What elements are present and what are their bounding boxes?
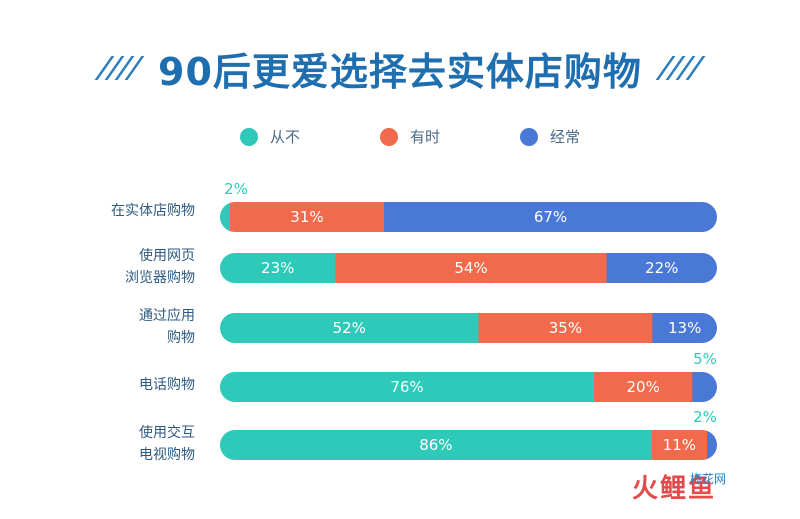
legend-dot-never-icon <box>240 127 258 146</box>
bar-row-0 <box>220 202 717 232</box>
category-label-phone: 电话购物 <box>60 374 195 396</box>
data-label: 5% <box>693 350 717 368</box>
category-label-app: 通过应用 购物 <box>60 305 195 349</box>
category-label-web: 使用网页 浏览器购物 <box>60 245 195 289</box>
legend-label-never: 从不 <box>270 128 301 146</box>
bar-segment <box>229 202 385 232</box>
data-label: 54% <box>454 259 487 277</box>
bar-row-1 <box>220 253 717 283</box>
category-label-store: 在实体店购物 <box>60 200 195 222</box>
bar-segment <box>220 313 479 343</box>
legend-label-sometimes: 有时 <box>410 128 441 146</box>
bar-segment <box>220 253 336 283</box>
bar-segment <box>220 430 653 460</box>
category-label-line: 电话购物 <box>139 377 195 393</box>
watermark-logo: 火鲤鱼 <box>632 474 717 504</box>
category-label-line: 在实体店购物 <box>111 203 195 219</box>
category-label-line: 使用交互 <box>139 425 195 441</box>
legend-item-never: 从不 <box>240 126 300 147</box>
chart-title: 90后更爱选择去实体店购物 <box>158 49 642 94</box>
data-label: 22% <box>645 259 678 277</box>
legend-label-often: 经常 <box>550 128 581 146</box>
category-label-line: 通过应用 <box>139 308 195 324</box>
legend-item-often: 经常 <box>520 126 580 147</box>
bar-segment <box>651 430 708 460</box>
data-label: 20% <box>627 378 660 396</box>
bar-segment <box>706 430 717 460</box>
category-label-line: 使用网页 <box>139 248 195 264</box>
bar-segment <box>220 372 595 402</box>
legend-item-sometimes: 有时 <box>380 126 440 147</box>
data-label: 76% <box>390 378 423 396</box>
bar-segment <box>220 202 231 232</box>
data-label: 35% <box>549 319 582 337</box>
bar-segment <box>384 202 717 232</box>
data-label: 52% <box>333 319 366 337</box>
category-label-line: 浏览器购物 <box>125 270 195 286</box>
bar-row-2 <box>220 313 717 343</box>
bar-segment <box>652 313 717 343</box>
legend: 从不 有时 经常 <box>240 126 660 147</box>
bar-row-4 <box>220 430 717 460</box>
data-label: 11% <box>663 436 696 454</box>
category-label-tv: 使用交互 电视购物 <box>60 422 195 466</box>
legend-dot-often-icon <box>520 127 539 146</box>
bar-segment <box>606 253 717 283</box>
watermark-sub-logo: 梅花网 <box>690 472 727 486</box>
data-label: 67% <box>534 208 567 226</box>
bar-segment <box>335 253 608 283</box>
data-label: 2% <box>224 180 248 198</box>
data-label: 2% <box>693 408 717 426</box>
bar-row-3 <box>220 372 717 402</box>
bar-segment <box>692 372 717 402</box>
bar-segment <box>478 313 653 343</box>
legend-dot-sometimes-icon <box>380 127 399 146</box>
bar-segment <box>593 372 693 402</box>
category-label-line: 购物 <box>167 330 195 346</box>
data-label: 31% <box>290 208 323 226</box>
category-label-line: 电视购物 <box>139 447 195 463</box>
data-label: 23% <box>261 259 294 277</box>
data-label: 86% <box>419 436 452 454</box>
data-label: 13% <box>668 319 701 337</box>
title-row: 90后更爱选择去实体店购物 <box>0 38 800 98</box>
